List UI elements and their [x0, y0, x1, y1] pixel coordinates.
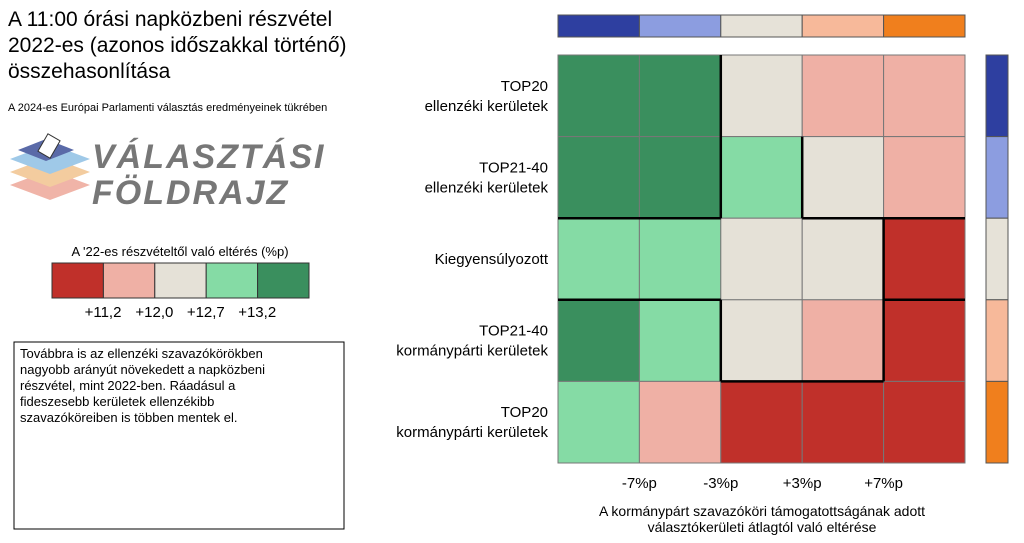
top-bar-segment	[801, 14, 885, 38]
heatmap-cell	[638, 136, 722, 219]
heatmap-cell	[883, 217, 966, 301]
logo-icon	[10, 133, 90, 200]
legend-label: +13,2	[238, 304, 276, 321]
legend-swatch	[257, 262, 310, 299]
heatmap-cell	[883, 54, 966, 138]
heatmap-cell	[883, 380, 966, 464]
heatmap-cell	[801, 299, 885, 382]
heatmap-cell	[557, 136, 640, 219]
top-bar-segment	[720, 14, 803, 38]
heatmap-cell	[720, 217, 803, 301]
heatmap-cell	[883, 136, 966, 219]
note: Továbbra is az ellenzéki szavazókörökben…	[20, 346, 266, 425]
title-line: összehasonlítása	[8, 60, 171, 83]
x-tick-label: -3%p	[703, 475, 738, 492]
title-line: 2022-es (azonos időszakkal történő)	[8, 34, 347, 57]
heatmap-cell	[557, 54, 640, 138]
x-tick-label: +7%p	[864, 475, 903, 492]
x-axis-title: választókerületi átlagtól való eltérése	[648, 519, 877, 535]
heatmap-cell	[557, 299, 640, 382]
row-label: TOP21-40 ellenzéki kerületek	[425, 159, 549, 196]
legend-label: +12,0	[135, 304, 173, 321]
legend-label: +11,2	[85, 304, 122, 321]
side-bar-segment	[985, 380, 1009, 464]
heatmap-cell	[638, 299, 722, 382]
legend-swatch	[205, 262, 259, 299]
heatmap-cell	[557, 217, 640, 301]
row-label: TOP20 kormánypárti kerületek	[396, 404, 548, 441]
heatmap-cell	[720, 299, 803, 382]
legend-label: +12,7	[187, 304, 225, 321]
legend-swatch	[102, 262, 156, 299]
title-line: A 11:00 órási napközbeni részvétel	[8, 8, 332, 31]
note-box	[13, 341, 345, 530]
legend-swatch	[154, 262, 207, 299]
logo-text: VÁLASZTÁSI	[92, 138, 325, 176]
x-tick-label: +3%p	[783, 475, 822, 492]
side-bar-segment	[985, 136, 1009, 219]
heatmap-cell	[801, 136, 885, 219]
heatmap-cell	[638, 380, 722, 464]
note-text: Továbbra is az ellenzéki szavazókörökben…	[20, 346, 266, 425]
heatmap-cell	[557, 380, 640, 464]
legend-swatch	[51, 262, 104, 299]
heatmap-cell	[801, 217, 885, 301]
legend-title: A '22-es részvételtől való eltérés (%p)	[71, 244, 288, 259]
side-bar-segment	[985, 54, 1009, 138]
top-bar-segment	[557, 14, 640, 38]
side-bar-segment	[985, 299, 1009, 382]
heatmap-cell	[883, 299, 966, 382]
side-bar-segment	[985, 217, 1009, 301]
subtitle: A 2024-es Európai Parlamenti választás e…	[8, 102, 327, 114]
heatmap-cell	[720, 136, 803, 219]
heatmap-cell	[801, 54, 885, 138]
heatmap-cell	[638, 217, 722, 301]
heatmap-cell	[720, 54, 803, 138]
x-tick-label: -7%p	[622, 475, 657, 492]
row-label: TOP20 ellenzéki kerületek	[425, 78, 549, 115]
heatmap-cell	[801, 380, 885, 464]
row-label: TOP21-40 kormánypárti kerületek	[396, 323, 548, 360]
top-bar-segment	[638, 14, 722, 38]
row-label: Kiegyensúlyozott	[435, 251, 549, 268]
top-bar-segment	[883, 14, 966, 38]
logo-text: FÖLDRAJZ	[92, 174, 289, 212]
heatmap-cell	[720, 380, 803, 464]
x-axis-title: A kormánypárt szavazóköri támogatottságá…	[599, 503, 925, 519]
heatmap-cell	[638, 54, 722, 138]
